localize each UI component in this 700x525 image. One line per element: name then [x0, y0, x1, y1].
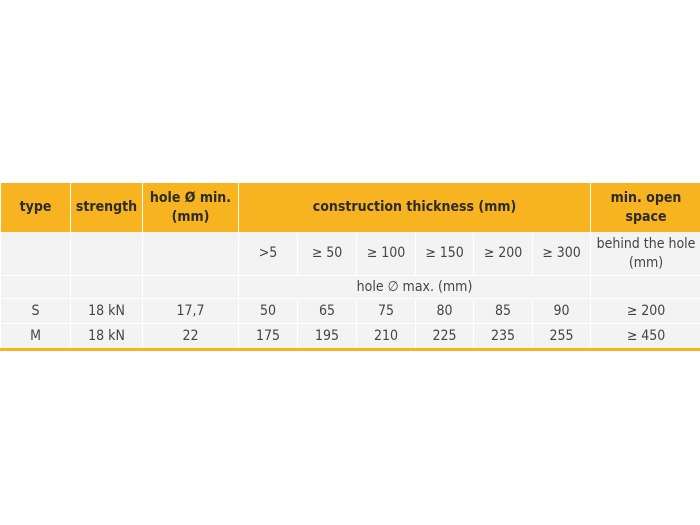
subheader-cell: ≥ 200	[473, 232, 533, 276]
empty-cell	[590, 275, 700, 299]
data-cell: 18 kN	[70, 323, 143, 351]
data-cell: 85	[473, 298, 533, 324]
data-cell: 75	[356, 298, 416, 324]
subheader-cell: >5	[238, 232, 298, 276]
empty-cell	[0, 275, 71, 299]
data-cell: ≥ 200	[590, 298, 700, 324]
data-cell: S	[0, 298, 71, 324]
data-cell: 195	[297, 323, 357, 351]
data-cell: 175	[238, 323, 298, 351]
header-cell: strength	[70, 183, 143, 232]
data-cell: ≥ 450	[590, 323, 700, 351]
header-row: type strength hole Ø min. (mm) construct…	[0, 183, 700, 232]
empty-cell	[70, 232, 143, 276]
data-cell: 90	[532, 298, 591, 324]
subheader-cell: ≥ 50	[297, 232, 357, 276]
data-cell: 65	[297, 298, 357, 324]
data-cell: 22	[142, 323, 239, 351]
subheader-cell: ≥ 150	[415, 232, 474, 276]
data-cell: 50	[238, 298, 298, 324]
data-cell: 17,7	[142, 298, 239, 324]
data-cell: 235	[473, 323, 533, 351]
data-cell: 225	[415, 323, 474, 351]
span-label: hole ∅ max. (mm)	[238, 275, 591, 299]
subheader-cell: ≥ 300	[532, 232, 591, 276]
header-cell: construction thickness (mm)	[238, 183, 591, 232]
subheader-row: >5 ≥ 50 ≥ 100 ≥ 150 ≥ 200 ≥ 300 behind the hol…	[0, 232, 700, 276]
data-cell: 80	[415, 298, 474, 324]
spec-table: type strength hole Ø min. (mm) construct…	[0, 183, 700, 351]
table-wrap: type strength hole Ø min. (mm) construct…	[0, 183, 700, 351]
empty-cell	[142, 232, 239, 276]
subheader-cell: behind the hole (mm)	[590, 232, 700, 276]
empty-cell	[142, 275, 239, 299]
data-cell: 210	[356, 323, 416, 351]
empty-cell	[0, 232, 71, 276]
empty-cell	[70, 275, 143, 299]
data-row: S 18 kN 17,7 50 65 75 80 85 90 ≥ 200	[0, 298, 700, 324]
header-cell: type	[0, 183, 71, 232]
data-cell: 255	[532, 323, 591, 351]
table-body: type strength hole Ø min. (mm) construct…	[0, 183, 700, 351]
data-cell: M	[0, 323, 71, 351]
subheader-cell: ≥ 100	[356, 232, 416, 276]
data-row: M 18 kN 22 175 195 210 225 235 255 ≥ 450	[0, 323, 700, 351]
header-cell: min. open space	[590, 183, 700, 232]
header-cell: hole Ø min. (mm)	[142, 183, 239, 232]
span-row: hole ∅ max. (mm)	[0, 275, 700, 299]
data-cell: 18 kN	[70, 298, 143, 324]
